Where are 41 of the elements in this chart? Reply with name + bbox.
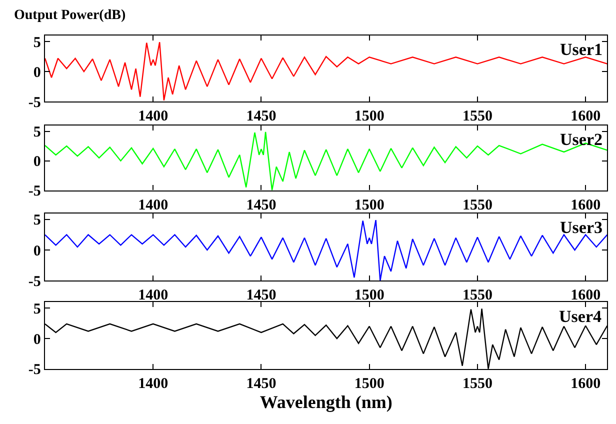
annotation: User3 [560, 218, 602, 237]
x-tick-label: 1450 [246, 108, 276, 125]
annotation: User1 [560, 40, 602, 59]
x-tick-label: 1450 [246, 197, 276, 214]
y-tick-label: -5 [28, 362, 41, 378]
y-tick-label: 0 [33, 64, 41, 81]
line-series [45, 42, 608, 101]
x-tick-label: 1450 [246, 376, 276, 392]
x-tick-label: 1450 [246, 288, 276, 304]
y-tick-label: 0 [33, 243, 41, 260]
chart-title: Output Power(dB) [14, 8, 126, 23]
x-tick-label: 1400 [138, 108, 168, 125]
annotation: User4 [559, 307, 602, 326]
x-tick-label: 1500 [354, 288, 384, 304]
y-tick-label: 0 [33, 332, 41, 348]
x-axis-title: Wavelength (nm) [260, 392, 392, 412]
x-tick-label: 1600 [570, 108, 601, 125]
x-tick-label: 1550 [462, 376, 492, 392]
x-tick-label: 1600 [570, 288, 601, 304]
y-tick-label: -5 [28, 274, 41, 290]
line-series [45, 219, 608, 281]
x-tick-label: 1600 [570, 197, 601, 214]
y-tick-label: 0 [33, 154, 41, 170]
x-tick-label: 1600 [570, 376, 601, 392]
y-tick-label: -5 [28, 94, 41, 111]
y-tick-label: 5 [33, 34, 41, 51]
y-tick-label: -5 [28, 184, 41, 200]
x-tick-label: 1500 [354, 197, 384, 214]
y-tick-label: 5 [33, 212, 41, 229]
x-tick-label: 1550 [462, 197, 492, 214]
x-tick-label: 1550 [462, 108, 492, 125]
annotation: User2 [560, 130, 602, 149]
x-tick-label: 1400 [138, 197, 168, 214]
x-tick-label: 1500 [354, 108, 384, 125]
x-tick-label: 1500 [354, 376, 384, 392]
x-tick-label: 1400 [138, 376, 168, 392]
x-tick-label: 1400 [138, 288, 168, 304]
line-series [45, 131, 608, 190]
x-tick-label: 1550 [462, 288, 492, 304]
y-tick-label: 5 [33, 301, 41, 318]
y-tick-label: 5 [33, 124, 41, 141]
